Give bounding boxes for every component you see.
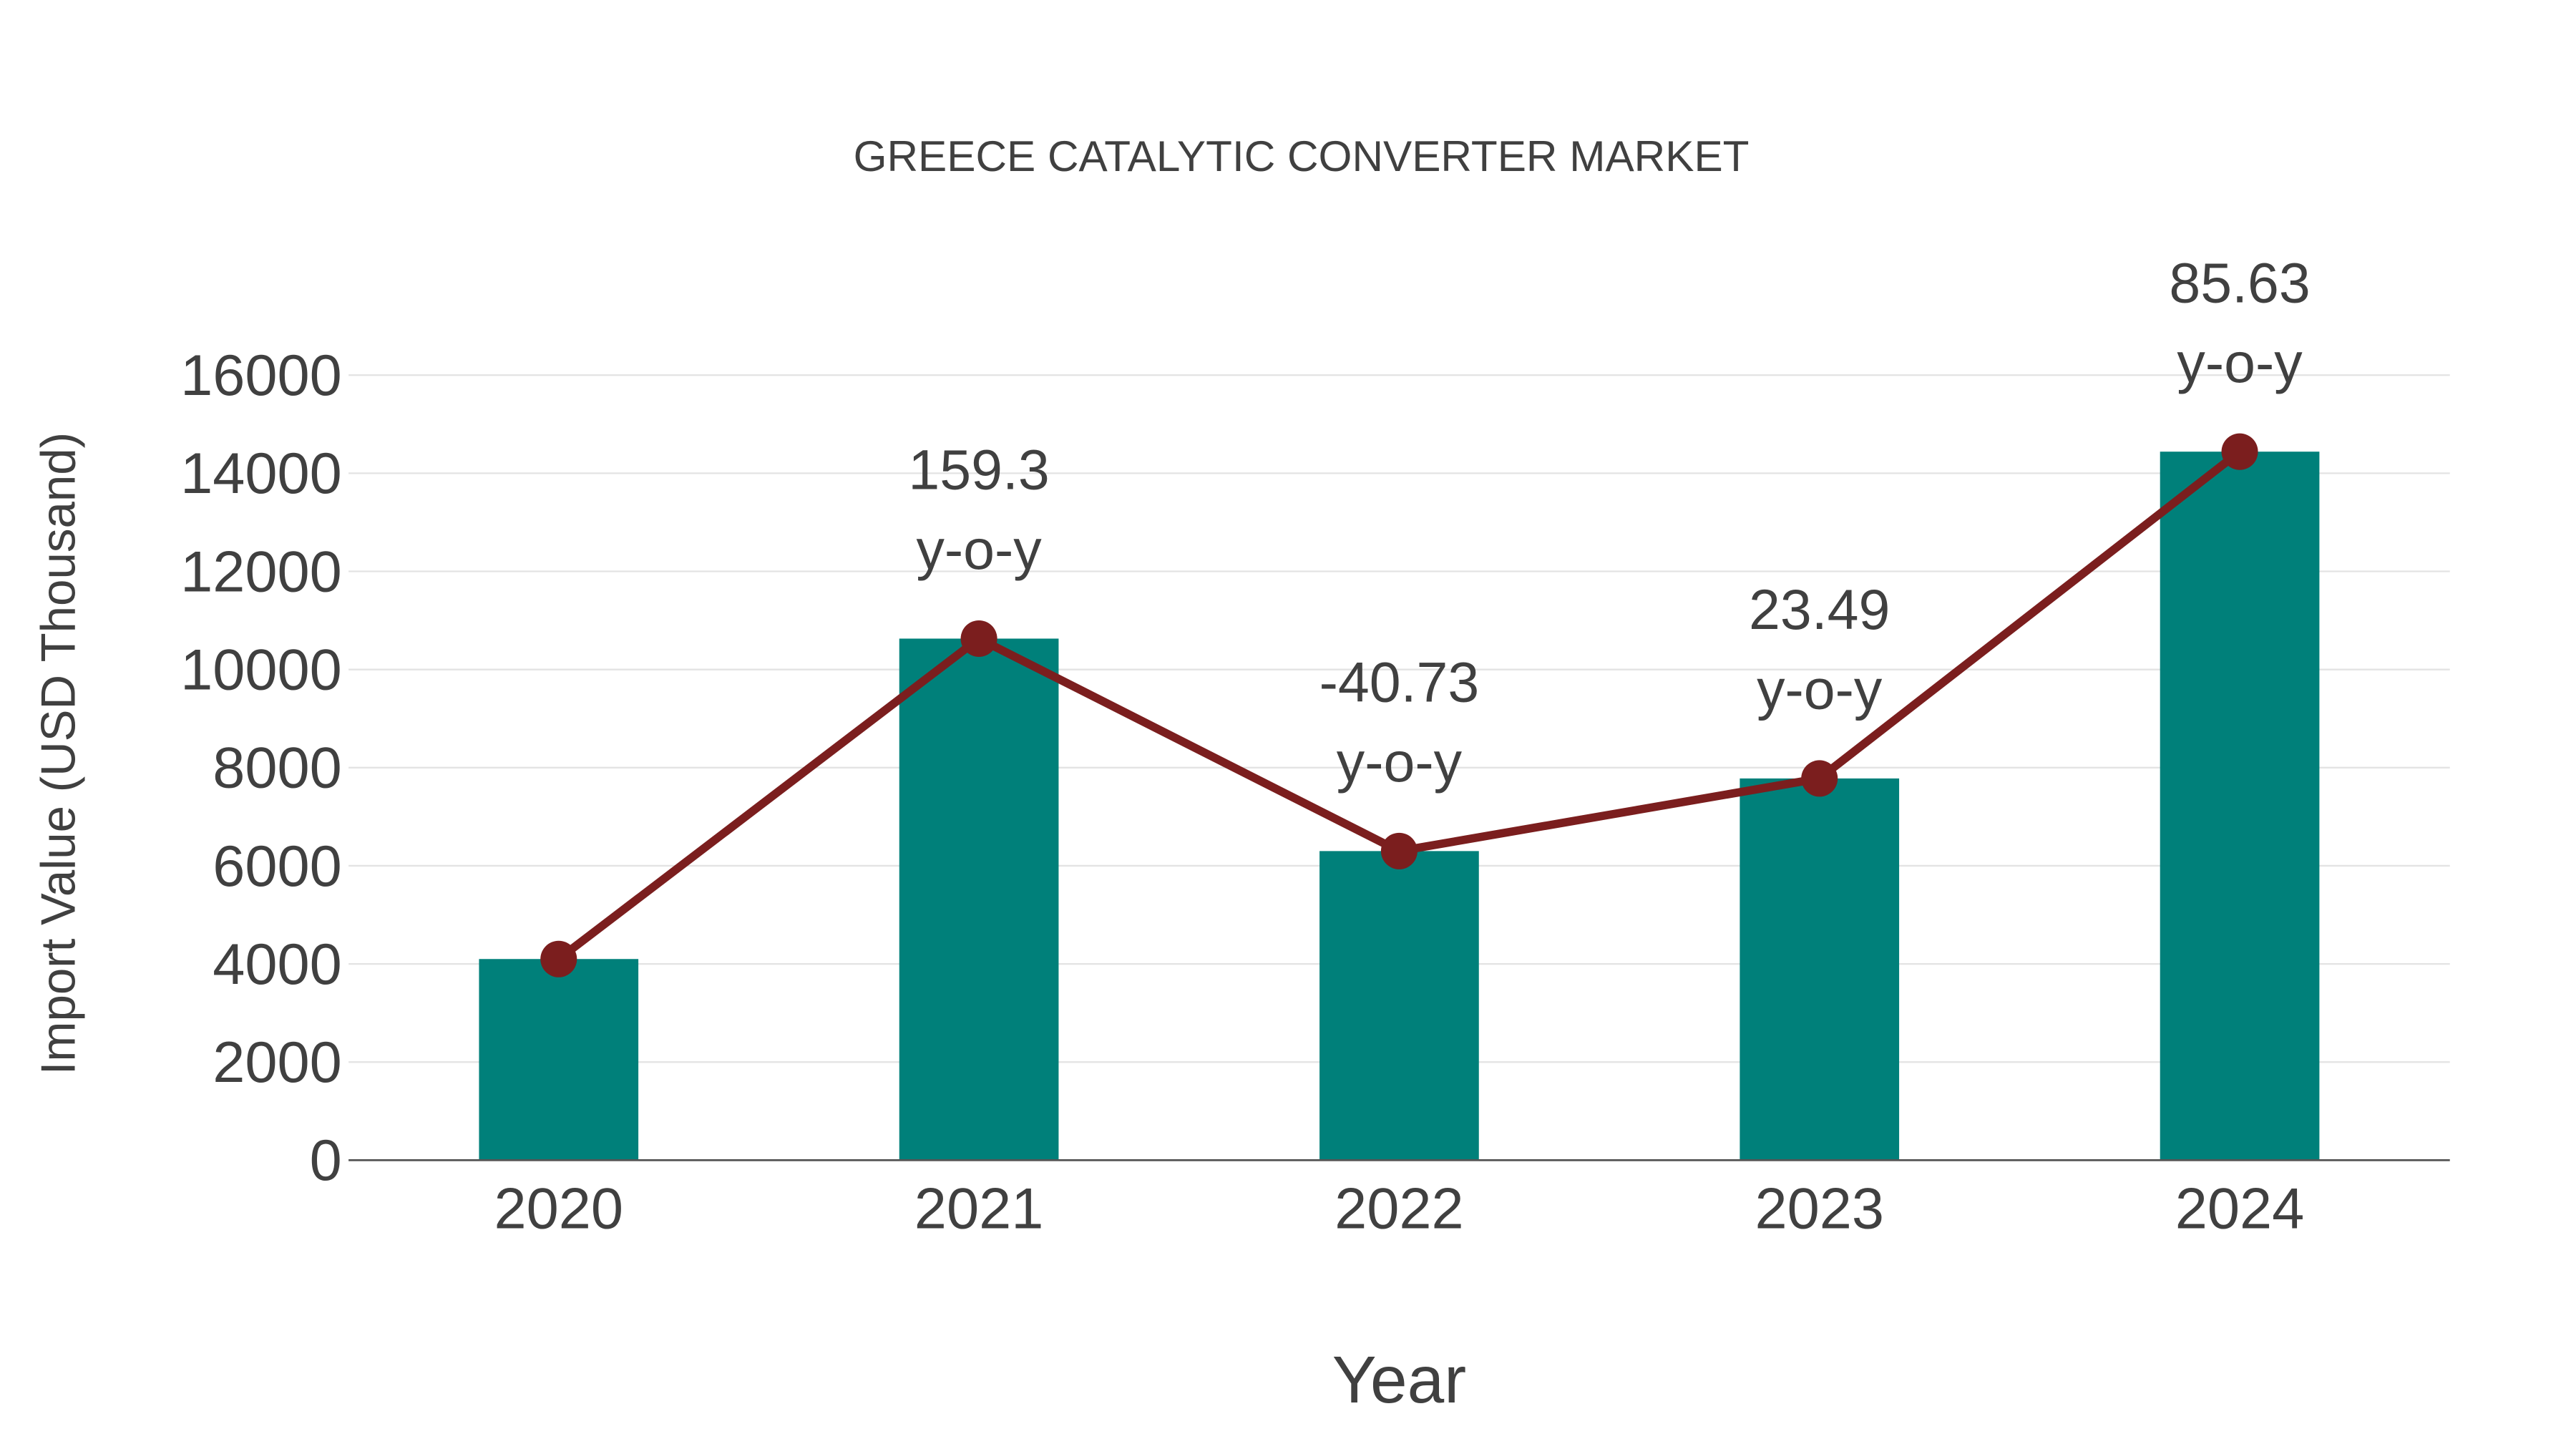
bar-2020 [479,959,639,1161]
trend-point-2022 [1380,832,1418,869]
trend-point-2020 [540,940,577,977]
yoy-label-2023: y-o-y [1757,658,1883,721]
yoy-value-2021: 159.3 [908,439,1049,502]
x-tick-label: 2023 [1755,1176,1884,1241]
trend-point-2024 [2221,433,2258,470]
trend-point-2023 [1801,760,1838,797]
yoy-label-2024: y-o-y [2177,331,2303,394]
y-tick-label: 16000 [180,343,342,408]
x-tick-label: 2024 [2175,1176,2305,1241]
bars [479,452,2320,1161]
yoy-label-2022: y-o-y [1337,731,1463,794]
trend-line [540,433,2258,977]
y-tick-label: 14000 [180,441,342,506]
x-tick-label: 2022 [1335,1176,1464,1241]
x-axis-label: Year [1332,1342,1466,1417]
y-tick-label: 6000 [213,834,342,899]
yoy-label-2021: y-o-y [916,518,1042,581]
x-tick-labels: 2020 2021 2022 2023 2024 [494,1176,2304,1241]
y-tick-label: 4000 [213,932,342,997]
yoy-value-2022: -40.73 [1319,651,1480,714]
y-tick-label: 10000 [180,638,342,702]
bar-2024 [2160,452,2320,1161]
bar-2021 [899,638,1059,1161]
y-tick-label: 8000 [213,736,342,801]
y-axis-label: Import Value (USD Thousand) [31,432,85,1075]
bar-2023 [1740,778,1900,1161]
yoy-value-2023: 23.49 [1749,578,1890,641]
trend-point-2021 [960,620,997,657]
yoy-value-2024: 85.63 [2169,251,2310,314]
bar-2022 [1319,851,1479,1161]
y-tick-label: 12000 [180,540,342,604]
yoy-annotations: 159.3 y-o-y -40.73 y-o-y 23.49 y-o-y 85.63 y-o-… [908,251,2310,794]
x-tick-label: 2020 [494,1176,623,1241]
x-tick-label: 2021 [914,1176,1044,1241]
chart-title: GREECE CATALYTIC CONVERTER MARKET [854,132,1750,180]
y-tick-label: 2000 [213,1030,342,1095]
y-tick-label: 0 [310,1128,342,1193]
y-tick-labels: 0 2000 4000 6000 8000 10000 12000 14000 16000 [180,343,342,1193]
